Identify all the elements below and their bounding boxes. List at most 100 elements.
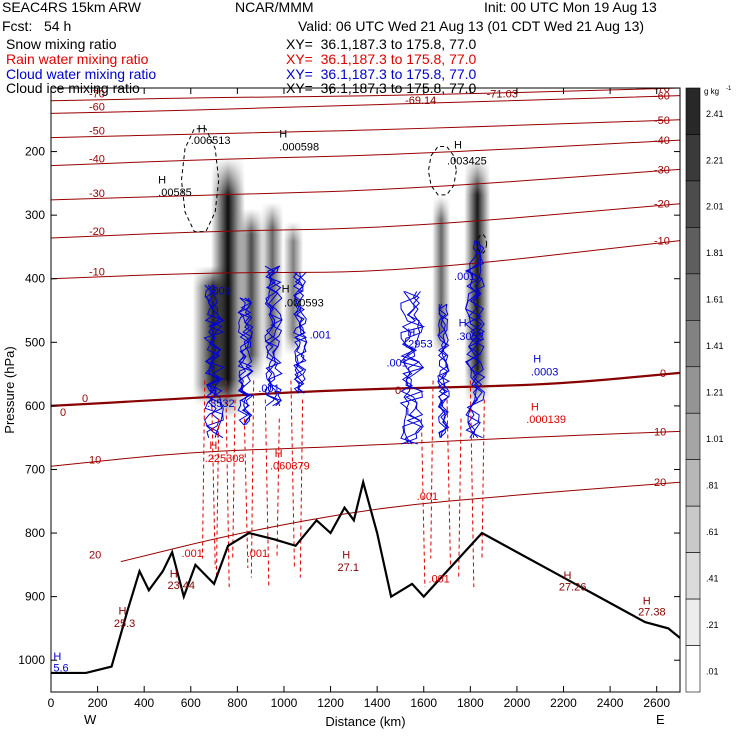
y-tick-label: 500: [25, 335, 45, 349]
freezing-level-contour: [51, 371, 680, 407]
contour-annotation: H: [275, 448, 283, 460]
colorbar-label: 1.61: [706, 295, 724, 305]
temperature-contour: [120, 481, 680, 563]
y-tick-label: 800: [25, 526, 45, 540]
temperature-contour-label: 20: [654, 477, 666, 489]
colorbar-segment: [685, 552, 701, 600]
contour-annotation: .3532: [207, 398, 235, 410]
colorbar-label: .81: [706, 480, 719, 490]
colorbar-segment: [685, 459, 701, 507]
contour-annotation: H: [459, 317, 467, 329]
contour-annotation: .001: [258, 383, 279, 395]
contour-annotation: 27.26: [559, 581, 587, 593]
temperature-contour-label: 20: [89, 550, 101, 562]
rain-water-contour: [264, 399, 270, 588]
colorbar-label: 1.01: [706, 434, 724, 444]
colorbar-segment: [685, 598, 701, 646]
cloud-water-contour: [204, 284, 224, 438]
temperature-contour: [51, 95, 680, 114]
snow-column-fill: [238, 208, 265, 381]
colorbar: 2.41 2.21 2.01 1.81 1.61 1.41 1.21 1.01 .81 .61 .4…: [685, 86, 732, 693]
colorbar-segment: [685, 134, 701, 182]
contour-annotation: .001: [386, 357, 407, 369]
rain-water-contour: [215, 418, 220, 578]
rain-water-contour: [250, 380, 255, 578]
contour-annotation: H: [454, 139, 462, 151]
contour-annotation: .000598: [279, 141, 319, 153]
x-tick-label: 2400: [597, 696, 624, 710]
rain-water-contours: [201, 380, 485, 588]
snow-column: [261, 202, 284, 368]
contour-annotation: -69.14: [405, 95, 436, 107]
contour-annotation: .000139: [526, 414, 566, 426]
contour-annotation: H: [279, 129, 287, 141]
field-rain-label: Rain water mixing ratio: [6, 51, 149, 67]
cloud-ice-contour: [180, 128, 220, 233]
x-tick-label: 2600: [643, 696, 670, 710]
contour-annotation: .060379: [270, 460, 310, 472]
rain-water-contour: [232, 399, 236, 559]
field-cloud-water-label: Cloud water mixing ratio: [6, 66, 157, 82]
rain-water-contour: [430, 380, 434, 559]
colorbar-label: 1.81: [706, 248, 724, 258]
temperature-contour-label: -50: [654, 115, 670, 127]
cloud-water-contour: [465, 240, 486, 439]
contour-annotation: H: [53, 651, 61, 663]
temperature-contour-label: -70: [654, 83, 670, 95]
cloud-water-contour: [237, 297, 253, 426]
snow-column: [432, 196, 451, 356]
field-snow-xy: XY= 36.1,187.3 to 175.8, 77.0: [286, 36, 477, 52]
contour-annotation: 25.3: [114, 618, 135, 630]
y-axis-title: Pressure (hPa): [2, 346, 17, 433]
x-tick-label: 200: [88, 696, 108, 710]
contour-annotation: H: [209, 440, 217, 452]
y-tick-label: 300: [25, 208, 45, 222]
valid-time: Valid: 06 UTC Wed 21 Aug 13 (01 CDT Wed …: [298, 18, 645, 34]
x-tick-label: 1200: [317, 696, 344, 710]
temperature-contour: [51, 203, 680, 239]
init-time: Init: 00 UTC Mon 19 Aug 13: [484, 0, 657, 15]
contour-annotation: .00585: [158, 187, 192, 199]
terrain-profile: [51, 477, 680, 675]
cloud-water-contour: [437, 304, 450, 438]
y-tick-label: 900: [25, 590, 45, 604]
contour-annotation: H: [209, 385, 217, 397]
rain-water-contour: [201, 380, 206, 559]
contour-annotation: 5.6: [53, 663, 68, 675]
colorbar-segment: [685, 180, 701, 228]
colorbar-segment: [685, 366, 701, 414]
cloud-water-contour: [400, 291, 426, 445]
temperature-contour-label: -60: [654, 91, 670, 103]
cloud-ice-contour: [476, 234, 488, 254]
contour-annotation: .001: [417, 491, 438, 503]
contour-annotation: .001: [310, 330, 331, 342]
temperature-contour: [51, 240, 680, 280]
temperature-contour-label: -20: [89, 226, 105, 238]
temperature-contour-label: -50: [89, 126, 105, 138]
colorbar-label: 1.21: [706, 388, 724, 398]
rain-water-contour: [420, 418, 426, 588]
contour-annotation: .006513: [191, 135, 231, 147]
axes: 0 200 400 600 800 1000 1200 1400 1600 1800 2000 220…: [2, 88, 680, 729]
temperature-contour-label: -10: [89, 267, 105, 279]
snow-column: [283, 221, 304, 356]
colorbar-label: 1.41: [706, 341, 724, 351]
plot-frame: [50, 87, 681, 693]
contour-annotation: H: [531, 401, 539, 413]
temperature-contour-label: 10: [654, 426, 666, 438]
contour-annotation: .3052: [456, 331, 484, 343]
contour-annotation: H: [198, 124, 206, 136]
rain-water-contour: [211, 399, 216, 569]
contour-annotation: H: [170, 569, 178, 581]
contour-annotation: .001: [454, 271, 475, 283]
cloud-water-contour: [437, 303, 449, 438]
contour-annotation: -71.03: [487, 89, 518, 101]
contour-annotation: .000593: [284, 298, 324, 310]
snow-column-fill: [283, 221, 304, 356]
temperature-contour: [51, 168, 680, 201]
rain-water-contour: [481, 399, 485, 559]
temperature-contour-label: -40: [89, 154, 105, 166]
contour-annotation: .003425: [447, 155, 487, 167]
x-tick-label: 800: [227, 696, 247, 710]
contour-annotation: .0003: [531, 366, 559, 378]
